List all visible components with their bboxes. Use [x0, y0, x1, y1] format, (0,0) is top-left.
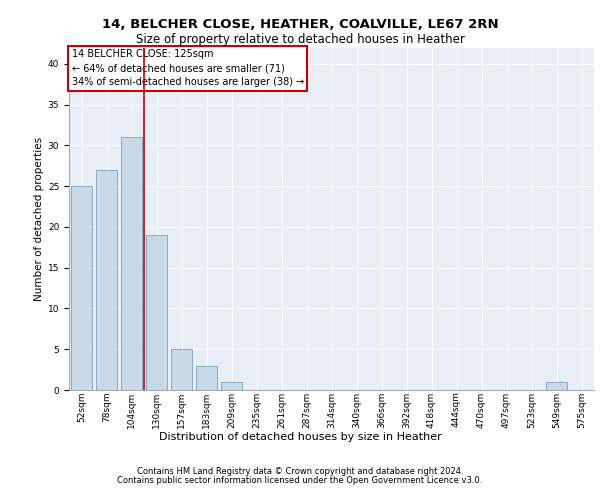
Text: Contains HM Land Registry data © Crown copyright and database right 2024.: Contains HM Land Registry data © Crown c…	[137, 467, 463, 476]
Bar	[121, 137, 142, 390]
Bar	[146, 235, 167, 390]
Text: 14, BELCHER CLOSE, HEATHER, COALVILLE, LE67 2RN: 14, BELCHER CLOSE, HEATHER, COALVILLE, L…	[101, 18, 499, 30]
Text: Distribution of detached houses by size in Heather: Distribution of detached houses by size …	[158, 432, 442, 442]
Text: Size of property relative to detached houses in Heather: Size of property relative to detached ho…	[136, 32, 464, 46]
Bar	[71, 186, 92, 390]
Bar	[96, 170, 117, 390]
Bar	[196, 366, 217, 390]
Bar	[546, 382, 567, 390]
Y-axis label: Number of detached properties: Number of detached properties	[34, 136, 44, 301]
Bar	[221, 382, 242, 390]
Text: 14 BELCHER CLOSE: 125sqm
← 64% of detached houses are smaller (71)
34% of semi-d: 14 BELCHER CLOSE: 125sqm ← 64% of detach…	[71, 49, 304, 87]
Text: Contains public sector information licensed under the Open Government Licence v3: Contains public sector information licen…	[118, 476, 482, 485]
Bar	[171, 349, 192, 390]
